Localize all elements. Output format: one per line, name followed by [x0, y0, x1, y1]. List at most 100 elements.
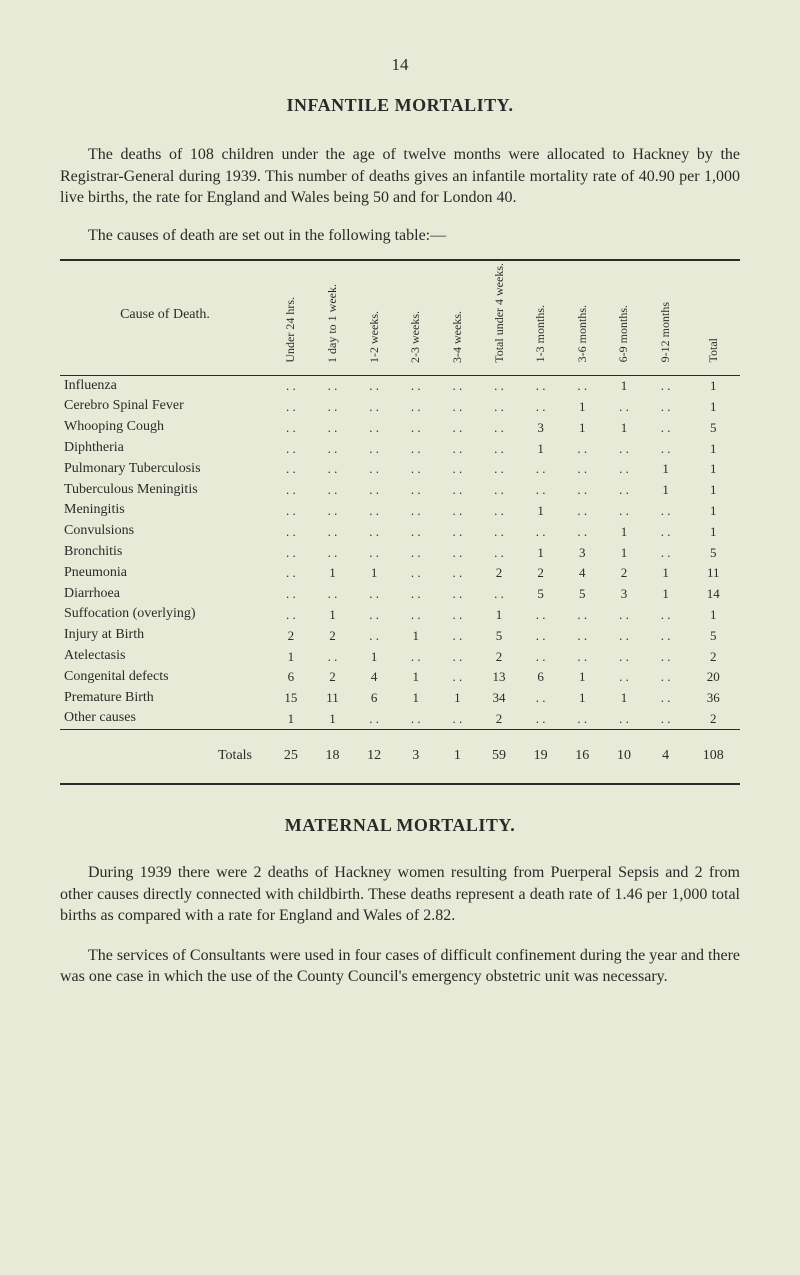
value-cell: 1 — [603, 521, 645, 542]
col-total: Total — [686, 260, 740, 375]
value-cell: . . — [437, 459, 479, 480]
value-cell: 2 — [686, 708, 740, 729]
value-cell: . . — [353, 438, 395, 459]
table-row: Diphtheria. .. .. .. .. .. .1. .. .. .1 — [60, 438, 740, 459]
table-total-row: Totals25181231591916104108 — [60, 730, 740, 784]
table-row: Cerebro Spinal Fever. .. .. .. .. .. .. … — [60, 396, 740, 417]
value-cell: . . — [270, 500, 312, 521]
value-cell: . . — [353, 396, 395, 417]
cause-cell: Tuberculous Meningitis — [60, 480, 270, 501]
totals-cell: 59 — [478, 730, 520, 784]
value-cell: . . — [645, 396, 687, 417]
value-cell: . . — [645, 521, 687, 542]
value-cell: . . — [312, 375, 354, 396]
table-row: Tuberculous Meningitis. .. .. .. .. .. .… — [60, 480, 740, 501]
value-cell: 2 — [312, 625, 354, 646]
value-cell: . . — [312, 584, 354, 605]
value-cell: . . — [395, 646, 437, 667]
value-cell: . . — [603, 459, 645, 480]
value-cell: . . — [437, 480, 479, 501]
table-row: Congenital defects6241. .1361. .. .20 — [60, 667, 740, 688]
cause-cell: Diphtheria — [60, 438, 270, 459]
value-cell: . . — [478, 521, 520, 542]
value-cell: 1 — [520, 438, 562, 459]
value-cell: . . — [478, 375, 520, 396]
value-cell: . . — [312, 521, 354, 542]
value-cell: . . — [395, 604, 437, 625]
value-cell: . . — [353, 584, 395, 605]
totals-cell: 4 — [645, 730, 687, 784]
value-cell: . . — [353, 375, 395, 396]
value-cell: . . — [437, 708, 479, 729]
value-cell: . . — [561, 480, 603, 501]
value-cell: 4 — [561, 563, 603, 584]
value-cell: . . — [270, 459, 312, 480]
value-cell: 1 — [520, 500, 562, 521]
page-number: 14 — [60, 55, 740, 75]
value-cell: 1 — [520, 542, 562, 563]
value-cell: . . — [478, 542, 520, 563]
table-row: Convulsions. .. .. .. .. .. .. .. .1. .1 — [60, 521, 740, 542]
value-cell: . . — [603, 480, 645, 501]
value-cell: 15 — [270, 688, 312, 709]
value-cell: . . — [353, 500, 395, 521]
value-cell: . . — [561, 375, 603, 396]
value-cell: . . — [437, 542, 479, 563]
value-cell: . . — [437, 604, 479, 625]
value-cell: . . — [645, 625, 687, 646]
value-cell: . . — [561, 500, 603, 521]
value-cell: . . — [437, 584, 479, 605]
table-row: Atelectasis1. .1. .. .2. .. .. .. .2 — [60, 646, 740, 667]
value-cell: . . — [478, 417, 520, 438]
value-cell: 1 — [561, 667, 603, 688]
cause-cell: Convulsions — [60, 521, 270, 542]
value-cell: 1 — [312, 563, 354, 584]
value-cell: . . — [395, 563, 437, 584]
value-cell: 6 — [270, 667, 312, 688]
value-cell: . . — [353, 542, 395, 563]
value-cell: 1 — [603, 375, 645, 396]
value-cell: 1 — [645, 563, 687, 584]
col-under-24hrs: Under 24 hrs. — [270, 260, 312, 375]
totals-cell: 12 — [353, 730, 395, 784]
table-header-row: Cause of Death. Under 24 hrs. 1 day to 1… — [60, 260, 740, 375]
maternal-paragraph-2: The services of Consultants were used in… — [60, 945, 740, 988]
value-cell: . . — [270, 480, 312, 501]
value-cell: 2 — [270, 625, 312, 646]
value-cell: . . — [520, 480, 562, 501]
value-cell: . . — [270, 417, 312, 438]
value-cell: . . — [561, 708, 603, 729]
value-cell: 1 — [686, 500, 740, 521]
value-cell: . . — [270, 521, 312, 542]
value-cell: . . — [437, 667, 479, 688]
value-cell: . . — [561, 438, 603, 459]
table-row: Diarrhoea. .. .. .. .. .. .553114 — [60, 584, 740, 605]
value-cell: 5 — [478, 625, 520, 646]
col-cause: Cause of Death. — [60, 260, 270, 375]
value-cell: . . — [561, 459, 603, 480]
value-cell: 1 — [478, 604, 520, 625]
totals-cell: 16 — [561, 730, 603, 784]
value-cell: 1 — [645, 459, 687, 480]
value-cell: . . — [395, 542, 437, 563]
value-cell: . . — [520, 521, 562, 542]
value-cell: 2 — [520, 563, 562, 584]
value-cell: 1 — [395, 688, 437, 709]
cause-cell: Other causes — [60, 708, 270, 729]
value-cell: 1 — [603, 688, 645, 709]
value-cell: . . — [520, 459, 562, 480]
value-cell: . . — [520, 688, 562, 709]
table-row: Whooping Cough. .. .. .. .. .. .311. .5 — [60, 417, 740, 438]
value-cell: 5 — [686, 417, 740, 438]
value-cell: 4 — [353, 667, 395, 688]
cause-cell: Premature Birth — [60, 688, 270, 709]
col-2-3-weeks: 2-3 weeks. — [395, 260, 437, 375]
value-cell: 36 — [686, 688, 740, 709]
value-cell: . . — [395, 584, 437, 605]
value-cell: . . — [395, 500, 437, 521]
totals-cell: 108 — [686, 730, 740, 784]
value-cell: . . — [645, 646, 687, 667]
value-cell: 2 — [312, 667, 354, 688]
cause-cell: Cerebro Spinal Fever — [60, 396, 270, 417]
value-cell: . . — [603, 604, 645, 625]
